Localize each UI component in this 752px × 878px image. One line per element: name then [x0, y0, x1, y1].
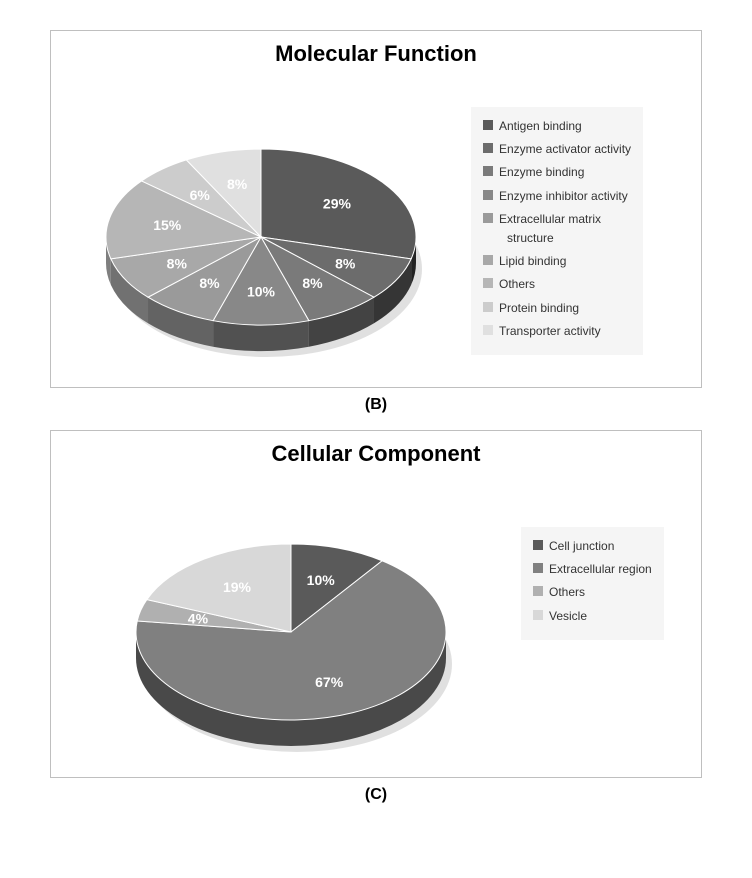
pie-slice-label: 8% [167, 255, 188, 271]
panel-molecular-function: Molecular Function 29% 8% 8% 10% 8% 8% 15% 6% 8%… [50, 30, 702, 388]
legend-label: Protein binding [499, 299, 579, 318]
panel-title: Cellular Component [51, 441, 701, 467]
pie-slice-label: 67% [315, 674, 344, 690]
legend-item: Enzyme inhibitor activity [483, 187, 631, 206]
legend-label: Others [499, 275, 535, 294]
pie-slice-label: 6% [190, 187, 211, 203]
pie-slice-label: 10% [247, 284, 276, 300]
pie-chart-b: 29% 8% 8% 10% 8% 8% 15% 6% 8% [51, 67, 471, 387]
legend-item: Antigen binding [483, 117, 631, 136]
legend-swatch [533, 586, 543, 596]
panel-title: Molecular Function [51, 41, 701, 67]
legend-item: Vesicle [533, 607, 652, 626]
legend-swatch [483, 143, 493, 153]
pie-chart-c: 10% 67% 4% 19% [51, 467, 521, 777]
legend-item: Protein binding [483, 299, 631, 318]
legend-swatch [483, 325, 493, 335]
legend-swatch [483, 166, 493, 176]
pie-slice-label: 10% [307, 572, 336, 588]
legend-item: Others [533, 583, 652, 602]
chart-row: 10% 67% 4% 19% Cell junction Extracellular r… [51, 467, 701, 777]
legend-label: Enzyme inhibitor activity [499, 187, 628, 206]
pie-slice-label: 8% [227, 176, 248, 192]
legend-label: Cell junction [549, 537, 614, 556]
pie-slice-label: 19% [223, 579, 252, 595]
legend-item: Enzyme activator activity [483, 140, 631, 159]
legend-c: Cell junction Extracellular region Others V… [521, 527, 664, 640]
legend-item: Extracellular matrixstructure [483, 210, 631, 248]
caption-b: (B) [20, 396, 732, 414]
legend-swatch [533, 540, 543, 550]
pie-slice-label: 15% [153, 217, 182, 233]
pie-slice-label: 8% [199, 275, 220, 291]
chart-row: 29% 8% 8% 10% 8% 8% 15% 6% 8% Antigen binding Enz… [51, 67, 701, 387]
legend-swatch [483, 190, 493, 200]
legend-swatch [483, 278, 493, 288]
legend-item: Others [483, 275, 631, 294]
legend-label: Lipid binding [499, 252, 566, 271]
legend-item: Transporter activity [483, 322, 631, 341]
pie-slice-label: 8% [335, 255, 356, 271]
legend-swatch [533, 610, 543, 620]
pie-slice-label: 8% [302, 275, 323, 291]
legend-item: Enzyme binding [483, 163, 631, 182]
panel-cellular-component: Cellular Component 10% 67% 4% 19% Cell junc… [50, 430, 702, 778]
legend-label: Enzyme activator activity [499, 140, 631, 159]
legend-swatch [483, 255, 493, 265]
legend-swatch [483, 302, 493, 312]
legend-label: Extracellular region [549, 560, 652, 579]
legend-item: Extracellular region [533, 560, 652, 579]
legend-item: Lipid binding [483, 252, 631, 271]
legend-label: Transporter activity [499, 322, 601, 341]
legend-swatch [483, 213, 493, 223]
legend-b: Antigen binding Enzyme activator activity… [471, 107, 643, 355]
legend-item: Cell junction [533, 537, 652, 556]
pie-slice-label: 4% [188, 610, 209, 626]
legend-swatch [483, 120, 493, 130]
legend-label: Vesicle [549, 607, 587, 626]
legend-label: Extracellular matrixstructure [499, 210, 601, 248]
legend-label: Enzyme binding [499, 163, 584, 182]
pie-slice-label: 29% [323, 196, 352, 212]
caption-c: (C) [20, 786, 732, 804]
legend-label: Antigen binding [499, 117, 582, 136]
legend-swatch [533, 563, 543, 573]
legend-label: Others [549, 583, 585, 602]
